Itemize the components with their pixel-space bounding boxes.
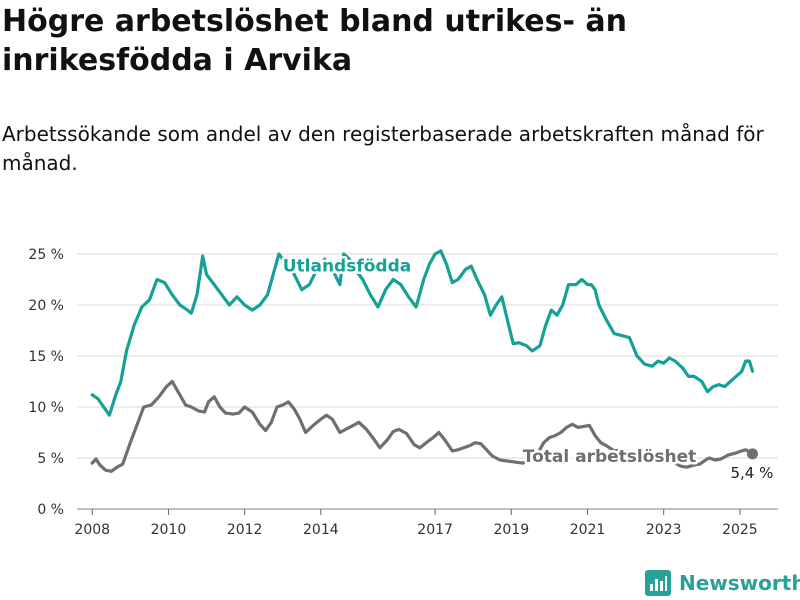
series-end-marker [746,448,758,460]
y-axis-tick-labels: 0 % 5 % 10 % 15 % 20 % 25 % [28,247,64,518]
series-line-total [90,379,755,473]
x-tick-label: 2012 [227,522,263,538]
y-tick-label: 20 % [28,298,64,314]
series-annotation-label: Total arbetslöshet [523,447,697,467]
x-tick-label: 2019 [493,522,529,538]
y-tick-label: 15 % [28,349,64,365]
series-end-label: 5,4 % [730,464,773,482]
brand-name: Newsworthy [679,571,800,595]
chart-subtitle: Arbetssökande som andel av den registerb… [2,122,764,175]
newsworthy-logo-icon [645,570,671,596]
x-tick-label: 2008 [74,522,110,538]
x-axis: 2008 2010 2012 2014 2017 2019 2021 2023 2025 [74,509,758,538]
x-tick-label: 2021 [570,522,606,538]
newsworthy-logo: Newsworthy [645,568,800,598]
chart-title: Högre arbetslöshet bland utrikes- än inr… [2,4,627,78]
y-tick-label: 5 % [37,451,64,467]
x-tick-label: 2010 [151,522,187,538]
x-tick-label: 2014 [303,522,339,538]
y-tick-label: 0 % [37,502,64,518]
x-tick-label: 2017 [417,522,453,538]
x-tick-label: 2023 [646,522,682,538]
x-tick-label: 2025 [722,522,758,538]
y-tick-label: 25 % [28,247,64,263]
series-annotation-label: Utlandsfödda [283,256,412,276]
series-annotations: Utlandsfödda Total arbetslöshet [280,254,699,470]
y-tick-label: 10 % [28,400,64,416]
grid-lines [77,253,778,510]
series-line-utlandsfodda [90,249,755,417]
series-lines: 5,4 % [90,249,773,482]
